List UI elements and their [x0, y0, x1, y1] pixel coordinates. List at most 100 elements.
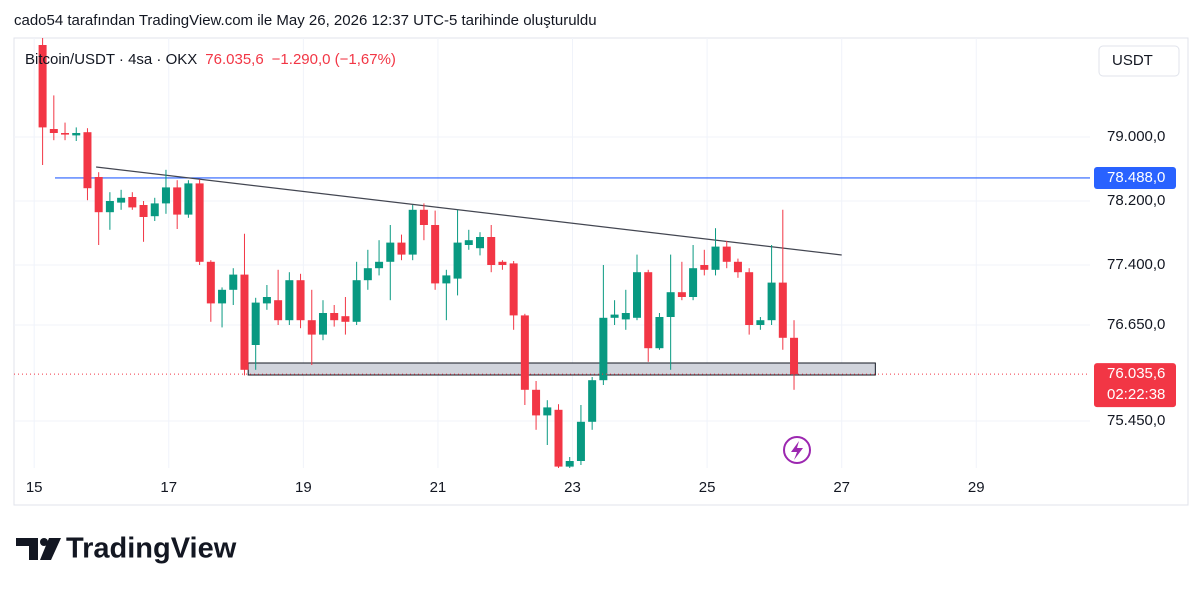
candle-body	[229, 274, 238, 290]
candle-body	[745, 272, 754, 325]
y-tick-label: 78.200,0	[1107, 192, 1165, 209]
candle-body	[83, 132, 92, 189]
candle-body	[206, 261, 215, 304]
candle-body	[49, 129, 58, 133]
logo-icon	[16, 538, 61, 560]
candle-body	[633, 272, 642, 318]
candle-body	[285, 280, 294, 321]
x-tick-label: 23	[564, 479, 581, 496]
lightning-icon[interactable]	[783, 436, 811, 464]
y-tick-label: 76.650,0	[1107, 316, 1165, 333]
candle-body	[756, 320, 765, 325]
x-tick-label: 27	[833, 479, 850, 496]
last-price-label: 76.035,6	[1107, 365, 1165, 382]
candle-body	[666, 292, 675, 317]
candle-body	[218, 289, 227, 304]
chart-frame	[13, 37, 1189, 506]
candle-body	[655, 317, 664, 349]
candle-body	[296, 280, 305, 321]
candle-body	[576, 421, 585, 461]
logo-text: TradingView	[66, 533, 237, 565]
candle-body	[588, 380, 597, 422]
y-tick-label: 75.450,0	[1107, 412, 1165, 429]
trendline	[96, 166, 842, 256]
x-tick-label: 19	[295, 479, 312, 496]
legend-price: 76.035,6	[205, 51, 263, 68]
zone	[247, 362, 876, 376]
candle-body	[117, 197, 126, 203]
candle-body	[139, 205, 148, 217]
candle-body	[722, 246, 731, 262]
candle-body	[689, 268, 698, 297]
candle-body	[498, 261, 507, 265]
candle-body	[509, 263, 518, 316]
horizontal-line-label-bg	[1094, 166, 1176, 189]
candle-body	[105, 201, 114, 213]
candle-body	[38, 45, 47, 128]
legend: Bitcoin/USDT · 4sa · OKX 76.035,6 −1.290,0…	[25, 51, 396, 68]
last-price-label-bg	[1094, 363, 1176, 408]
candle-body	[464, 240, 473, 245]
candle-body	[184, 183, 193, 215]
x-tick-label: 29	[968, 479, 985, 496]
candle-body	[711, 246, 720, 270]
candle-body	[150, 203, 159, 217]
candle-body	[767, 282, 776, 321]
header: cado54 tarafından TradingView.com ile Ma…	[14, 12, 597, 29]
candle-body	[274, 300, 283, 321]
candle-body	[363, 268, 372, 281]
legend-change: −1.290,0 (−1,67%)	[272, 51, 396, 68]
candle-body	[251, 302, 260, 345]
candle-body	[386, 242, 395, 262]
candle-body	[61, 133, 70, 135]
candle-body	[543, 407, 552, 416]
candle-body	[375, 261, 384, 269]
candle-body	[94, 177, 103, 213]
candle-body	[733, 261, 742, 273]
candle-body	[307, 320, 316, 335]
candle-body	[520, 315, 529, 390]
candle-body	[554, 409, 563, 467]
candle-body	[610, 314, 619, 318]
candle-body	[442, 275, 451, 284]
symbol: Bitcoin/USDT · 4sa · OKX	[25, 51, 197, 68]
candle-body	[173, 187, 182, 215]
candle-body	[352, 280, 361, 322]
candle-body	[532, 389, 541, 416]
candle-body	[341, 316, 350, 322]
candle-body	[431, 225, 440, 284]
horizontal-line-label: 78.488,0	[1107, 169, 1165, 186]
candle-body	[72, 133, 81, 136]
candle-body	[128, 197, 137, 208]
candle-body	[778, 282, 787, 338]
candle-body	[408, 209, 417, 255]
candle-body	[677, 292, 686, 297]
candle-body	[161, 187, 170, 204]
candle-body	[700, 265, 709, 270]
x-tick-label: 17	[160, 479, 177, 496]
candle-body	[644, 272, 653, 349]
candle-body	[262, 297, 271, 304]
currency[interactable]: USDT	[1112, 52, 1153, 69]
candle-body	[487, 237, 496, 265]
candle-body	[565, 461, 574, 467]
candle-body	[195, 183, 204, 262]
candle-body	[397, 242, 406, 255]
candle-body	[240, 274, 249, 370]
candle-body	[419, 209, 428, 225]
candle-body	[790, 337, 799, 375]
y-tick-label: 77.400,0	[1107, 256, 1165, 273]
candle-body	[599, 317, 608, 381]
x-tick-label: 15	[26, 479, 43, 496]
candle-body	[475, 237, 484, 249]
candle-body	[318, 313, 327, 335]
countdown: 02:22:38	[1107, 386, 1165, 403]
candle-body	[621, 313, 630, 320]
currency-box[interactable]	[1098, 45, 1180, 77]
y-tick-label: 79.000,0	[1107, 128, 1165, 145]
x-tick-label: 21	[430, 479, 447, 496]
candle-body	[453, 242, 462, 279]
candle-body	[330, 313, 339, 321]
x-tick-label: 25	[699, 479, 716, 496]
